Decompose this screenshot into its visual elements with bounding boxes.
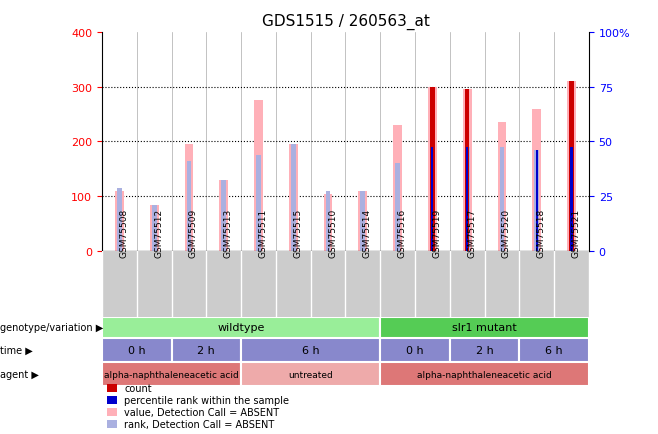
Bar	[534, 150, 539, 252]
Bar	[532, 109, 541, 252]
Bar	[117, 189, 122, 252]
Text: time ▶: time ▶	[0, 345, 33, 355]
Bar	[254, 101, 263, 252]
Bar	[465, 148, 470, 252]
Bar	[172, 339, 241, 362]
Bar	[115, 191, 124, 252]
Bar	[219, 181, 228, 252]
Text: 0 h: 0 h	[128, 345, 145, 355]
Bar	[430, 148, 435, 252]
Bar	[380, 317, 589, 339]
Bar	[102, 317, 380, 339]
Bar	[497, 123, 506, 252]
Bar	[570, 148, 572, 252]
Bar	[361, 191, 365, 252]
Text: GSM75518: GSM75518	[537, 208, 545, 257]
Bar	[569, 148, 574, 252]
Bar	[102, 339, 172, 362]
Text: GSM75521: GSM75521	[572, 208, 580, 257]
Text: 6 h: 6 h	[302, 345, 320, 355]
Bar	[463, 90, 472, 252]
Text: 0 h: 0 h	[406, 345, 424, 355]
Text: alpha-naphthaleneacetic acid: alpha-naphthaleneacetic acid	[104, 370, 239, 379]
Bar	[428, 87, 437, 252]
Text: 6 h: 6 h	[545, 345, 563, 355]
Bar	[326, 191, 330, 252]
Bar	[466, 148, 468, 252]
Text: GSM75513: GSM75513	[224, 208, 233, 257]
Text: GSM75515: GSM75515	[293, 208, 302, 257]
Bar	[185, 145, 193, 252]
Bar	[430, 87, 434, 252]
Bar	[359, 191, 367, 252]
Text: GSM75512: GSM75512	[154, 208, 163, 257]
Text: GSM75511: GSM75511	[259, 208, 268, 257]
Title: GDS1515 / 260563_at: GDS1515 / 260563_at	[261, 13, 430, 30]
Bar	[536, 150, 538, 252]
Bar	[380, 339, 450, 362]
Bar	[241, 362, 380, 386]
Text: GSM75510: GSM75510	[328, 208, 337, 257]
Bar	[393, 126, 402, 252]
Bar	[380, 362, 589, 386]
Text: GSM75519: GSM75519	[432, 208, 442, 257]
Bar	[324, 194, 332, 252]
Bar	[289, 145, 297, 252]
Bar	[102, 362, 241, 386]
Text: GSM75517: GSM75517	[467, 208, 476, 257]
Text: GSM75514: GSM75514	[363, 208, 372, 257]
Text: GSM75520: GSM75520	[502, 208, 511, 257]
Bar	[465, 90, 469, 252]
Bar	[499, 148, 504, 252]
Bar	[187, 161, 191, 252]
Bar	[395, 164, 400, 252]
Bar	[431, 148, 434, 252]
Text: GSM75509: GSM75509	[189, 208, 198, 257]
Bar	[221, 181, 226, 252]
Bar	[256, 156, 261, 252]
Text: agent ▶: agent ▶	[0, 369, 39, 379]
Bar	[152, 205, 157, 252]
Bar	[291, 145, 295, 252]
Legend: count, percentile rank within the sample, value, Detection Call = ABSENT, rank, : count, percentile rank within the sample…	[107, 383, 290, 429]
Bar	[519, 339, 589, 362]
Text: GSM75508: GSM75508	[119, 208, 128, 257]
Bar	[150, 205, 159, 252]
Text: untreated: untreated	[288, 370, 333, 379]
Text: 2 h: 2 h	[197, 345, 215, 355]
Bar	[450, 339, 519, 362]
Bar	[567, 82, 576, 252]
Text: slr1 mutant: slr1 mutant	[452, 323, 517, 332]
Text: genotype/variation ▶: genotype/variation ▶	[0, 323, 103, 332]
Text: wildtype: wildtype	[217, 323, 265, 332]
Bar	[241, 339, 380, 362]
Text: alpha-naphthaleneacetic acid: alpha-naphthaleneacetic acid	[417, 370, 552, 379]
Text: 2 h: 2 h	[476, 345, 494, 355]
Bar	[569, 82, 574, 252]
Text: GSM75516: GSM75516	[397, 208, 407, 257]
